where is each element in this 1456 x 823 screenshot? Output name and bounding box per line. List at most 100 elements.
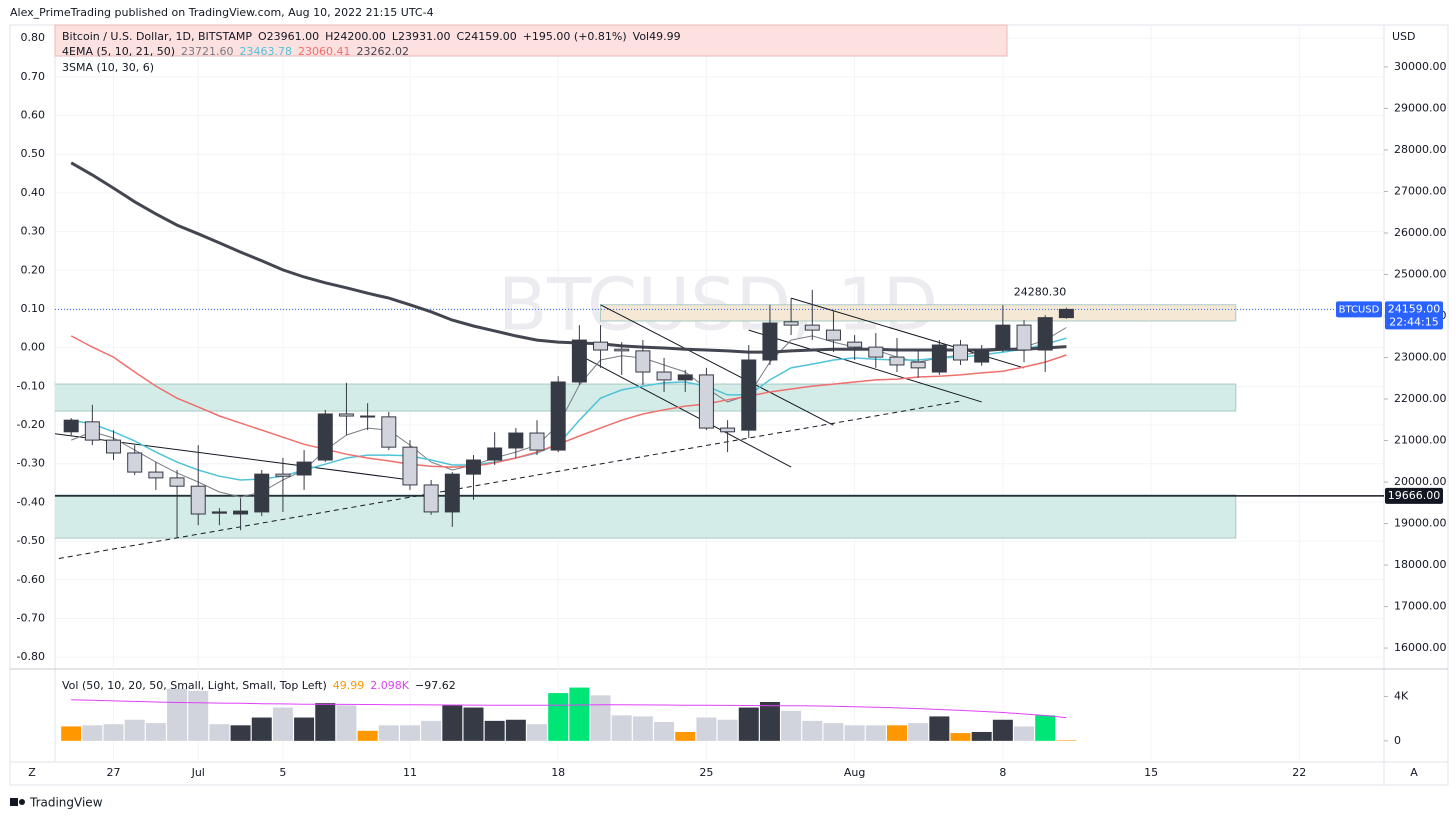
volume-bar (272, 707, 293, 741)
candle-body (423, 484, 439, 513)
y-tick-label: 17000.00 (1394, 600, 1447, 613)
y-tick-label: 16000.00 (1394, 641, 1447, 654)
plot (55, 161, 1384, 560)
publisher-line: Alex_PrimeTrading published on TradingVi… (10, 6, 434, 19)
candle-body (741, 359, 757, 431)
y2-tick-label: -0.30 (17, 457, 45, 470)
symbol-label: BTCUSD (1339, 304, 1380, 315)
candle-body (593, 341, 609, 351)
volume-tick-label: 0 (1394, 734, 1401, 747)
candle-body (1016, 324, 1032, 351)
x-tick-label: 15 (1144, 766, 1158, 779)
volume-bar (167, 688, 188, 741)
auto-scale-button[interactable]: A (1410, 766, 1418, 779)
y-tick-label: 20000.00 (1394, 475, 1447, 488)
candle-body (614, 348, 630, 352)
candle-body (1058, 308, 1074, 319)
volume-bar (548, 693, 569, 741)
volume-bar (188, 690, 209, 741)
volume-last: 49.99 (333, 679, 365, 692)
volume-bar (759, 701, 780, 741)
volume-bar (1014, 726, 1035, 741)
volume-bar (124, 719, 145, 741)
volume-bar (908, 723, 929, 741)
y-tick-label: 19000.00 (1394, 517, 1447, 530)
volume-bar (802, 720, 823, 741)
candle-body (698, 374, 714, 429)
y2-tick-label: -0.10 (17, 379, 45, 392)
volume-bar (61, 726, 82, 741)
y-tick-label: 22000.00 (1394, 392, 1447, 405)
volume-bar (399, 725, 420, 741)
y2-tick-label: 0.50 (21, 147, 46, 160)
volume-bar (781, 710, 802, 741)
volume-bar (886, 725, 907, 741)
candle-body (127, 452, 143, 473)
candle-body (868, 346, 884, 358)
volume-name: Vol (50, 10, 20, 50, Small, Light, Small… (62, 679, 327, 692)
y-tick-label: 18000.00 (1394, 558, 1447, 571)
volume-bar (654, 721, 675, 741)
candle-body (720, 427, 736, 433)
candle-body (910, 361, 926, 369)
candle-body (360, 415, 376, 418)
countdown: 22:44:15 (1389, 315, 1438, 328)
volume-bar (484, 720, 505, 741)
volume-bar (950, 733, 971, 741)
legend-highlight (54, 24, 1008, 57)
y2-tick-label: -0.80 (17, 650, 45, 663)
volume-value: Vol49.99 (633, 30, 681, 43)
ohlc-low: L23931.00 (392, 30, 451, 43)
candle-body (169, 477, 185, 487)
y2-tick-label: -0.60 (17, 573, 45, 586)
ohlc-close: C24159.00 (457, 30, 517, 43)
candle-body (338, 413, 354, 417)
x-tick-label: 27 (107, 766, 121, 779)
candle-body (889, 356, 905, 366)
candle-body (953, 344, 969, 361)
volume-tick-label: 4K (1394, 689, 1409, 702)
volume-bar (590, 695, 611, 741)
y2-tick-label: 0.40 (21, 186, 46, 199)
candle-body (296, 461, 312, 476)
zone (600, 304, 1237, 322)
x-tick-label: 11 (403, 766, 417, 779)
y2-tick-label: 0.00 (21, 341, 46, 354)
volume-bar (971, 731, 992, 741)
price-line-label: 19666.00 (1388, 489, 1441, 502)
y2-tick-label: -0.50 (17, 534, 45, 547)
volume-bar (823, 723, 844, 741)
candle-body (233, 510, 249, 515)
ema-value: 23721.60 (181, 45, 234, 58)
volume-bar (717, 719, 738, 741)
last-price-box (1385, 301, 1443, 330)
y-tick-label: 21000.00 (1394, 434, 1447, 447)
ohlc-open: O23961.00 (258, 30, 319, 43)
x-tick-label: 25 (699, 766, 713, 779)
volume-bar (844, 725, 865, 741)
zone (55, 494, 1237, 539)
indicator-legend: 3SMA (10, 30, 6) (62, 61, 154, 74)
volume-bar (230, 725, 251, 741)
y2-tick-label: 0.30 (21, 225, 46, 238)
volume-bar (421, 720, 442, 741)
candle-body (656, 371, 672, 381)
indicator-legend: 4EMA (5, 10, 21, 50) 23721.60 23463.78 2306… (62, 45, 409, 58)
ohlc-high: H24200.00 (325, 30, 386, 43)
trendline (748, 329, 982, 403)
price-line-label-box (1385, 487, 1443, 504)
volume-bar (209, 724, 230, 741)
x-tick-label: 5 (279, 766, 286, 779)
candle-body (381, 416, 397, 448)
ema-value: 23262.02 (357, 45, 410, 58)
candle-body (995, 324, 1011, 351)
volume-bar (738, 707, 759, 741)
zoom-button[interactable]: Z (28, 766, 36, 779)
y2-tick-label: 0.70 (21, 70, 46, 83)
ema-line (70, 161, 1067, 354)
y-tick-label: 25000.00 (1394, 267, 1447, 280)
volume-legend: Vol (50, 10, 20, 50, Small, Light, Small… (62, 679, 456, 692)
y2-tick-label: -0.20 (17, 418, 45, 431)
candle-body (487, 447, 503, 461)
